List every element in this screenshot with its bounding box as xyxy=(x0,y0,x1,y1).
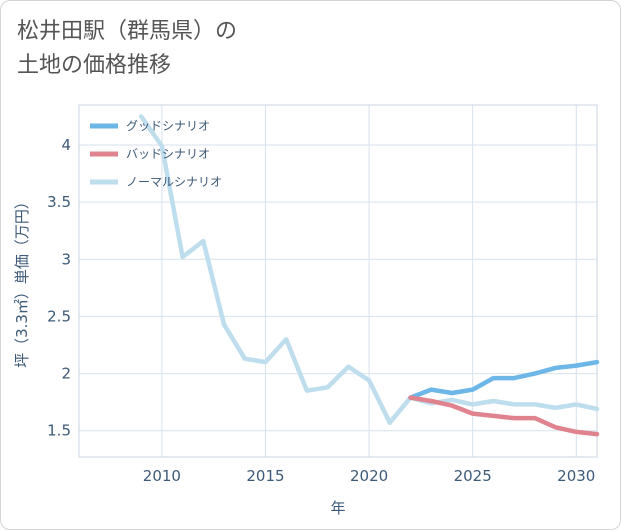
legend-label: グッドシナリオ xyxy=(126,119,210,133)
series-line-2 xyxy=(138,114,600,425)
series-line-0 xyxy=(408,359,600,400)
x-axis-label: 年 xyxy=(330,499,345,517)
chart-title: 松井田駅（群馬県）の 土地の価格推移 xyxy=(17,15,237,83)
legend-label: バッドシナリオ xyxy=(126,147,210,161)
x-tick-label: 2015 xyxy=(246,467,284,485)
tick-labels: 2010 2015 2020 2025 2030 1.5 2 2.5 3 3.5 4 xyxy=(47,136,595,485)
y-tick-label: 3 xyxy=(61,250,71,268)
plot-frame xyxy=(78,104,598,458)
series-lines xyxy=(138,114,600,437)
x-tick-label: 2020 xyxy=(350,467,388,485)
x-tick-label: 2025 xyxy=(454,467,492,485)
y-tick-label: 4 xyxy=(61,136,71,154)
legend-label: ノーマルシナリオ xyxy=(126,175,222,189)
x-tick-label: 2010 xyxy=(143,467,181,485)
y-axis-label: 坪（3.3㎡）単価（万円） xyxy=(13,194,31,368)
axes xyxy=(78,104,598,458)
gridlines xyxy=(79,105,597,457)
y-tick-label: 2.5 xyxy=(47,307,71,325)
series-line-1 xyxy=(408,395,600,437)
y-tick-label: 3.5 xyxy=(47,193,71,211)
x-tick-label: 2030 xyxy=(557,467,595,485)
y-tick-label: 1.5 xyxy=(47,422,71,440)
y-tick-label: 2 xyxy=(61,365,71,383)
title-line-1: 松井田駅（群馬県）の xyxy=(17,19,238,44)
title-line-2: 土地の価格推移 xyxy=(17,53,172,78)
